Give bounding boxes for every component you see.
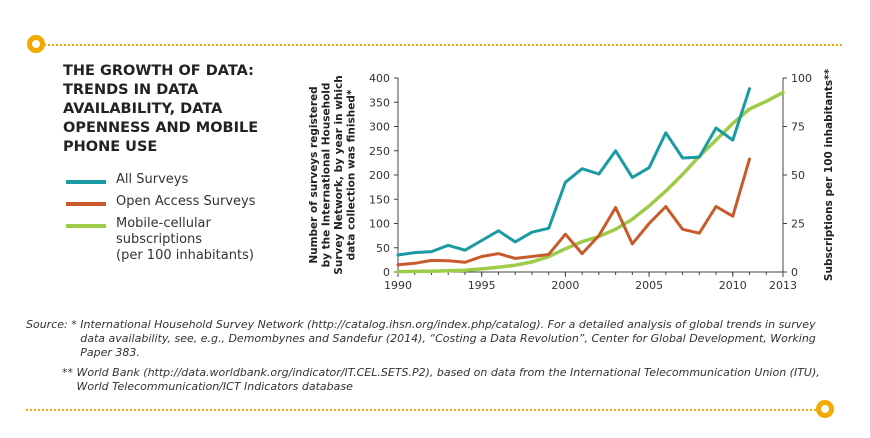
source-mark-1: Source: *	[26, 318, 81, 331]
x-tick-label: 1990	[384, 279, 412, 292]
legend-swatch-teal	[66, 180, 106, 184]
series-line-open-access-surveys	[396, 157, 751, 267]
y-left-tick-label: 200	[369, 169, 390, 182]
chart-title: THE GROWTH OF DATA: TRENDS IN DATA AVAIL…	[63, 63, 259, 155]
y-right-axis-label: Subscriptions per 100 inhabitants**	[823, 68, 835, 281]
y-left-tick-label: 150	[369, 193, 390, 206]
y-right-tick-label: 25	[791, 218, 805, 231]
top-divider	[44, 44, 842, 46]
y-left-tick-label: 100	[369, 218, 390, 231]
legend-label: Mobile-cellular subscriptions (per 100 i…	[116, 216, 254, 263]
source-row-1: Source: * International Household Survey…	[26, 318, 826, 360]
series-line-mobile-cellular-subscriptions-per-100-inhabitants	[396, 90, 785, 274]
legend: All Surveys Open Access Surveys Mobile-c…	[66, 172, 281, 270]
line-chart: 1990 1995 2000 2005 2010 20130501001502002503…	[308, 68, 835, 292]
legend-item-all-surveys: All Surveys	[66, 172, 281, 188]
legend-item-mobile: Mobile-cellular subscriptions (per 100 i…	[66, 216, 281, 264]
bottom-ring-icon	[816, 400, 834, 418]
source-mark-2: **	[62, 366, 77, 379]
legend-swatch-orange	[66, 202, 106, 206]
y-left-tick-label: 400	[369, 72, 390, 85]
x-tick-label: 2000	[551, 279, 579, 292]
legend-swatch-green	[66, 224, 106, 228]
y-left-axis-label-line: by the International Household	[321, 83, 333, 268]
y-left-tick-label: 350	[369, 96, 390, 109]
y-right-tick-label: 50	[791, 169, 805, 182]
y-right-tick-label: 75	[791, 121, 805, 134]
y-left-axis-label-line: Number of surveys registered	[308, 86, 320, 263]
y-left-axis-label: Number of surveys registeredby the Inter…	[308, 75, 358, 274]
y-right-tick-label: 0	[791, 266, 798, 279]
y-left-tick-label: 250	[369, 145, 390, 158]
y-left-tick-label: 0	[383, 266, 390, 279]
source-note: Source: * International Household Survey…	[26, 318, 826, 394]
y-right-tick-label: 100	[791, 72, 812, 85]
y-left-tick-label: 300	[369, 121, 390, 134]
legend-label: Open Access Surveys	[116, 194, 256, 209]
y-left-axis-label-line: Survey Network, by year in which	[333, 75, 345, 274]
y-left-tick-label: 50	[376, 242, 390, 255]
source-text-2: World Bank (http://data.worldbank.org/in…	[76, 366, 820, 393]
x-tick-label: 1995	[468, 279, 496, 292]
top-ring-icon	[27, 35, 45, 53]
x-tick-label: 2013	[769, 279, 797, 292]
x-tick-label: 2010	[719, 279, 747, 292]
source-text-1: International Household Survey Network (…	[80, 318, 816, 359]
source-row-2: ** World Bank (http://data.worldbank.org…	[26, 366, 826, 394]
legend-label: All Surveys	[116, 172, 189, 187]
series-line-all-surveys	[396, 87, 751, 257]
legend-item-open-access: Open Access Surveys	[66, 194, 281, 210]
x-tick-label: 2005	[635, 279, 663, 292]
bottom-divider	[26, 409, 816, 411]
y-left-axis-label-line: data collection was finished*	[346, 89, 358, 260]
plot-area: 1990 1995 2000 2005 2010 20130501001502002503…	[308, 68, 835, 292]
